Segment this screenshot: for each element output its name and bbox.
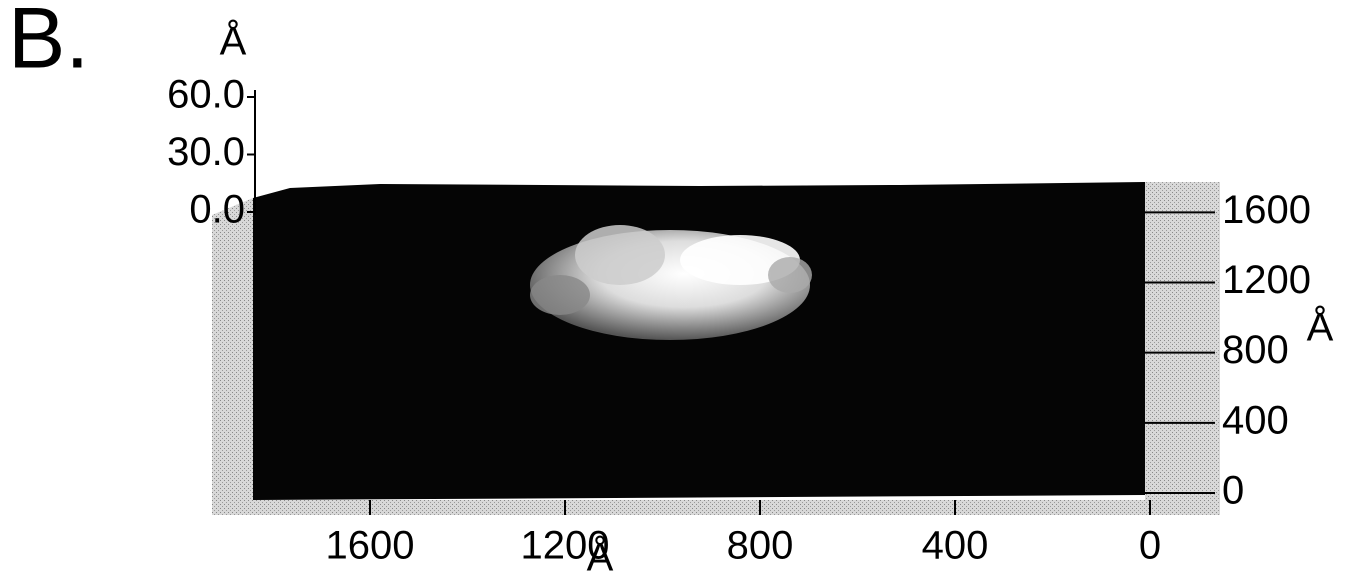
y-tick-label: 800 [1222,328,1289,372]
surface-slab [253,182,1145,500]
y-axis-label: Å [1307,305,1334,350]
y-tick-label: 1200 [1222,258,1311,302]
x-tick-label: 400 [922,524,989,568]
x-axis-label: Å [587,535,614,580]
x-tick-label: 800 [727,524,794,568]
y-tick-label: 400 [1222,398,1289,442]
z-tick-label: 30.0 [167,130,245,174]
z-tick-label: 60.0 [167,73,245,117]
x-tick-label: 1600 [326,524,415,568]
z-axis-label: Å [220,19,247,64]
panel-label: B. [8,0,89,87]
x-tick-label: 1200 [521,524,610,568]
x-tick-label: 0 [1139,524,1161,568]
y-tick-label: 1600 [1222,188,1311,232]
y-tick-label: 0 [1222,469,1244,513]
z-tick-label: 0.0 [189,188,245,232]
surface-feature [530,225,812,340]
